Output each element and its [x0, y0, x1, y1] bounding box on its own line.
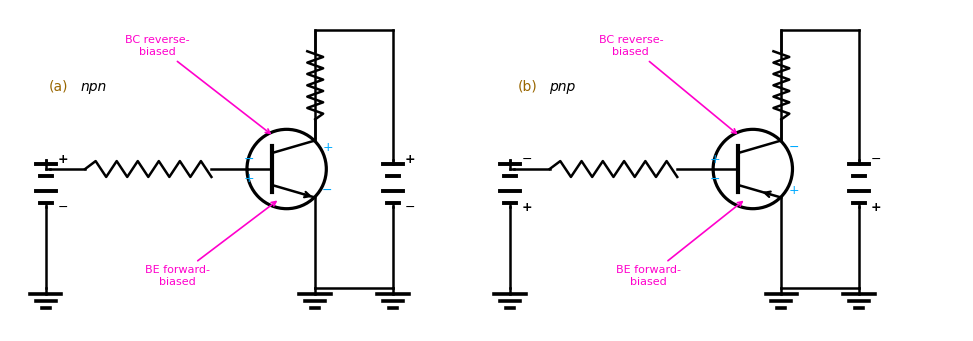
Text: pnp: pnp	[550, 80, 576, 94]
Text: −: −	[522, 152, 532, 166]
Text: −: −	[57, 201, 68, 214]
Text: BC reverse-
biased: BC reverse- biased	[126, 35, 270, 133]
Text: +: +	[788, 184, 799, 197]
Text: −: −	[405, 201, 415, 214]
Text: +: +	[709, 152, 720, 166]
Text: −: −	[322, 184, 333, 197]
Text: +: +	[243, 173, 254, 186]
Text: BC reverse-
biased: BC reverse- biased	[598, 35, 737, 133]
Text: +: +	[322, 141, 333, 154]
Text: −: −	[788, 141, 799, 154]
Text: +: +	[405, 152, 415, 166]
Text: BE forward-
biased: BE forward- biased	[145, 202, 276, 287]
Text: −: −	[709, 173, 720, 186]
Text: (b): (b)	[518, 80, 537, 94]
Text: −: −	[243, 152, 254, 166]
Text: (a): (a)	[49, 80, 68, 94]
Text: BE forward-
biased: BE forward- biased	[616, 202, 742, 287]
Text: +: +	[57, 152, 68, 166]
Text: npn: npn	[81, 80, 107, 94]
Text: +: +	[871, 201, 882, 214]
Text: −: −	[871, 152, 882, 166]
Text: +: +	[522, 201, 532, 214]
